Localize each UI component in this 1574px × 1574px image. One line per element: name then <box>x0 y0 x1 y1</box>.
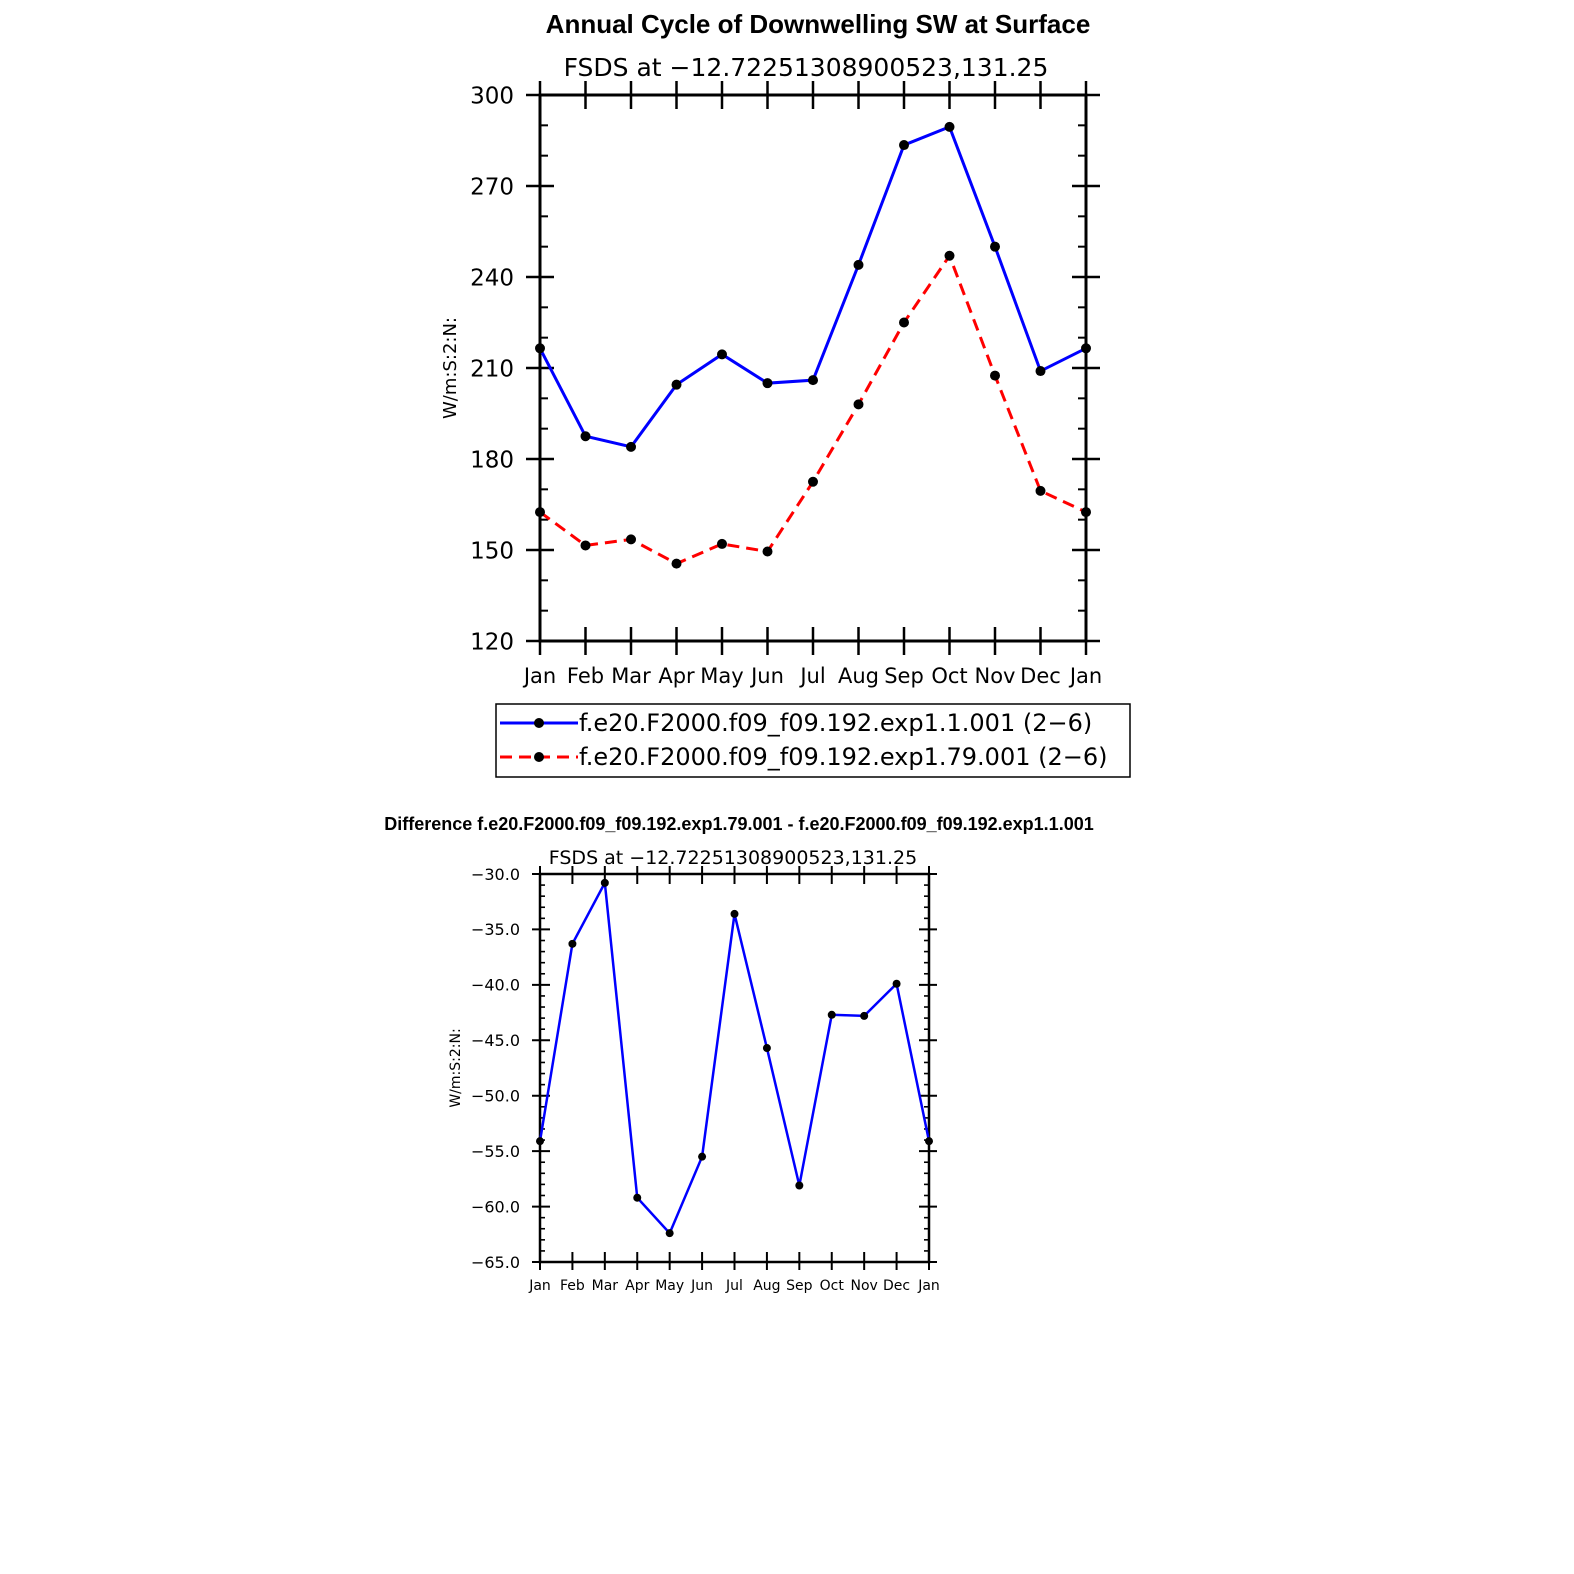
chart1-ytick-label: 180 <box>470 447 514 473</box>
chart1-series-2-point <box>762 546 773 557</box>
chart2-ytick-label: −30.0 <box>471 865 520 884</box>
chart2-series-1-point <box>730 909 739 918</box>
chart1-xtick-label: Apr <box>658 664 695 688</box>
chart1-series-1-point <box>535 343 545 354</box>
chart1-series-2-point <box>808 476 818 487</box>
chart2-ytick-label: −40.0 <box>471 976 520 995</box>
chart1-series-2-point <box>1035 485 1046 496</box>
chart1-series-1-point <box>944 121 955 132</box>
chart1-series-2-point <box>853 399 864 410</box>
chart2-ylabel: W/m:S:2:N: <box>448 1028 464 1107</box>
chart2-series-1-point <box>762 1044 771 1053</box>
legend-item-1-label: f.e20.F2000.f09_f09.192.exp1.1.001 (2−6) <box>579 709 1092 737</box>
chart1-xtick-label: Jun <box>749 664 784 688</box>
chart2-xtick-label: Jul <box>725 1278 743 1294</box>
chart2-xtick-label: Dec <box>883 1278 910 1294</box>
chart2-xtick-label: Jan <box>917 1278 940 1294</box>
chart1-series-1-point <box>1081 343 1091 354</box>
chart1-series-2-point <box>626 534 636 545</box>
chart1-frame <box>538 93 1088 643</box>
chart1-series-1-point <box>580 431 591 442</box>
chart2-series-1-point <box>827 1010 836 1019</box>
chart2-subtitle: FSDS at −12.72251308900523,131.25 <box>549 847 917 869</box>
chart2-ytick-label: −35.0 <box>471 920 520 939</box>
chart2-xtick-label: Feb <box>560 1278 585 1294</box>
chart1-series-2-point <box>944 250 955 261</box>
chart2-series-1-point <box>860 1011 869 1020</box>
chart2-xtick-label: Aug <box>753 1278 780 1294</box>
legend-item-1-marker <box>534 718 544 728</box>
chart1-series-2-point <box>535 507 545 518</box>
chart1-ytick-label: 150 <box>470 538 514 564</box>
chart2-ytick-label: −60.0 <box>471 1197 520 1216</box>
chart1-xtick-label: Oct <box>931 664 967 688</box>
chart1-xtick-label: Sep <box>884 664 924 688</box>
chart2-ytick-label: −55.0 <box>471 1142 520 1161</box>
chart2-xtick-label: Apr <box>625 1278 649 1294</box>
chart1-ylabel: W/m:S:2:N: <box>440 317 461 419</box>
chart2-series-1-line <box>538 878 931 1236</box>
chart2-xtick-label: Sep <box>786 1278 813 1294</box>
chart1-subtitle: FSDS at −12.72251308900523,131.25 <box>564 53 1049 82</box>
chart1-series-1-point <box>762 378 773 389</box>
chart2-xtick-label: May <box>655 1278 684 1294</box>
chart2-series-1-point <box>536 1137 544 1146</box>
chart1-ytick-label: 240 <box>470 265 514 291</box>
chart1-series-2-point <box>671 558 682 569</box>
chart2-series-1-point <box>633 1193 642 1202</box>
chart1-series-2-point <box>899 317 909 328</box>
chart2-ytick-label: −65.0 <box>471 1253 520 1272</box>
chart2-ytick-label: −50.0 <box>471 1086 520 1105</box>
chart1-xtick-label: Aug <box>838 664 879 688</box>
chart2-ytick-label: −45.0 <box>471 1031 520 1050</box>
chart1-series-1-point <box>1035 366 1046 377</box>
chart1-series-2-point <box>1081 507 1091 518</box>
chart2-series-1-point <box>568 939 577 948</box>
chart1-xtick-label: Feb <box>567 664 604 688</box>
chart2-title: Difference f.e20.F2000.f09_f09.192.exp1.… <box>384 814 1093 834</box>
chart1-ytick-label: 210 <box>470 356 514 382</box>
chart1-series-1-point <box>626 441 636 452</box>
chart2-xtick-label: Mar <box>592 1278 619 1294</box>
chart1-ytick-label: 270 <box>470 174 514 200</box>
chart2-xtick-label: Jun <box>690 1278 713 1294</box>
chart1-series-1-point <box>899 140 909 151</box>
chart1-series-1-point <box>990 241 1000 252</box>
legend-item-2-label: f.e20.F2000.f09_f09.192.exp1.79.001 (2−6… <box>579 743 1107 771</box>
chart2-xtick-label: Nov <box>851 1278 878 1294</box>
chart1-series-1-point <box>671 379 682 390</box>
chart1-ytick-label: 120 <box>470 629 514 655</box>
chart2-plot: −30.0 −35.0 −40.0 −45.0 −50.0 −55.0 −60.0 −65.0… <box>448 865 940 1294</box>
chart1-xtick-label: Nov <box>975 664 1016 688</box>
chart1-series-2-point <box>580 540 591 551</box>
legend-box <box>495 703 1131 778</box>
chart1-xtick-label: Mar <box>611 664 651 688</box>
legend-item-2-marker <box>534 752 544 762</box>
chart1-xtick-label: Jan <box>522 664 556 688</box>
chart2-series-1-point <box>665 1229 674 1238</box>
chart1-series-2-point <box>717 538 727 549</box>
chart1-title: Annual Cycle of Downwelling SW at Surfac… <box>546 9 1091 39</box>
chart2-series-1-point <box>698 1152 707 1161</box>
chart1-legend: f.e20.F2000.f09_f09.192.exp1.1.001 (2−6)… <box>495 703 1131 778</box>
chart1-xtick-label: Jan <box>1068 664 1102 688</box>
chart2-series-1-point <box>600 878 609 887</box>
chart2-series-1-point <box>892 979 901 988</box>
chart1-series-1-point <box>808 375 818 386</box>
chart1-ytick-label: 300 <box>470 83 514 109</box>
chart2-xtick-label: Jan <box>528 1278 551 1294</box>
chart1-series-1-point <box>853 259 864 270</box>
chart2-series-1-point <box>795 1181 804 1190</box>
chart1-series-2-line <box>539 252 1087 566</box>
chart2-xtick-label: Oct <box>820 1278 845 1294</box>
chart1-plot: 300 270 240 210 180 150 120 Jan Feb Mar Apr May Jun J… <box>440 81 1102 688</box>
chart1-xtick-label: Jul <box>798 664 825 688</box>
chart2-series-1-point <box>925 1137 933 1146</box>
chart1-series-1-point <box>717 349 727 360</box>
chart1-xtick-label: Dec <box>1020 664 1061 688</box>
chart1-xtick-label: May <box>700 664 743 688</box>
chart1-series-2-point <box>990 370 1000 381</box>
chart2-frame <box>538 872 931 1264</box>
